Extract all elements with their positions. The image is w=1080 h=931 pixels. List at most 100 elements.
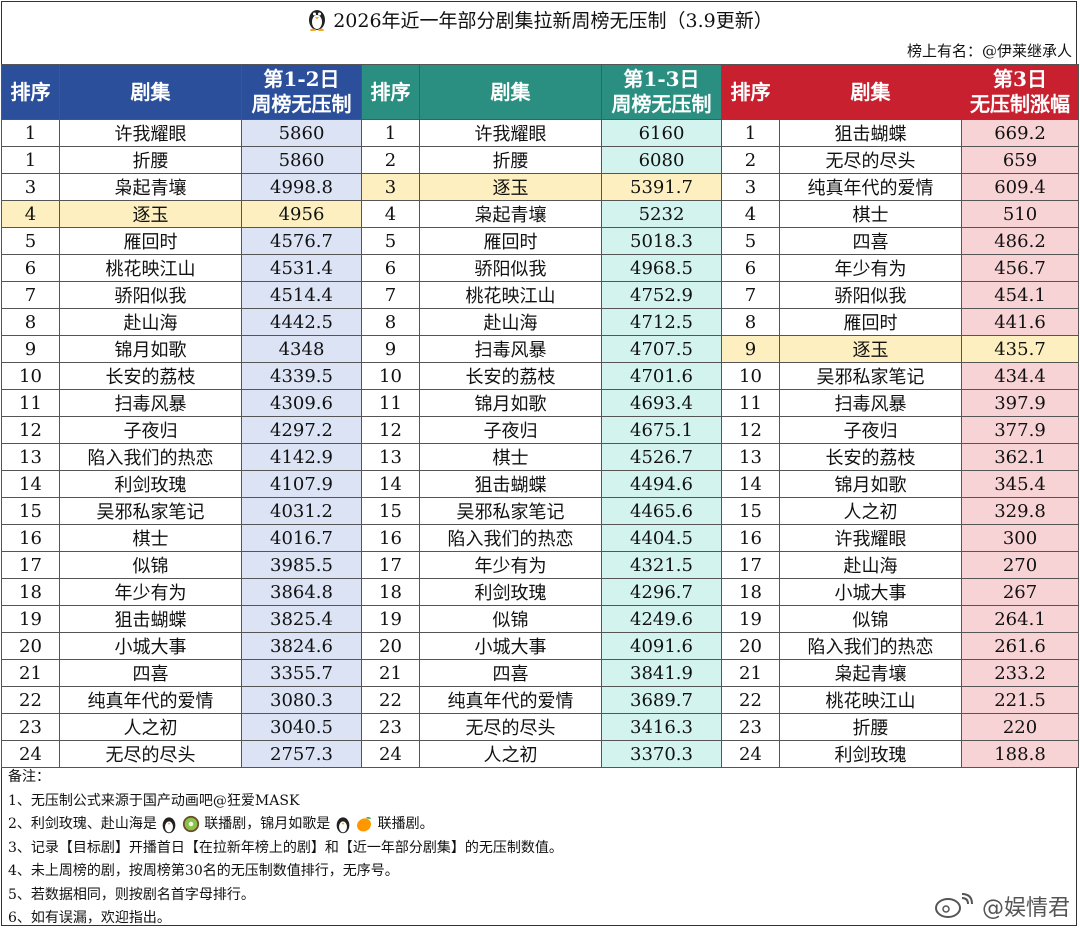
title-cell: 利剑玫瑰 <box>779 740 962 768</box>
title-cell: 雁回时 <box>59 227 242 255</box>
title-cell: 锦月如歌 <box>419 389 602 417</box>
value-cell: 486.2 <box>961 227 1079 255</box>
note-line-2: 2、利剑玫瑰、赴山海是 联播剧，锦月如歌是 联播剧。 <box>8 813 563 837</box>
table-row: 10 长安的荔枝 4339.5 10 长安的荔枝 4701.6 10 吴邪私家笔记 434.4 <box>1 362 1079 390</box>
title-cell: 纯真年代的爱情 <box>779 173 962 201</box>
title-cell: 似锦 <box>779 605 962 633</box>
value-cell: 221.5 <box>961 686 1079 714</box>
value-cell: 4309.6 <box>241 389 362 417</box>
rank-cell: 2 <box>361 146 420 174</box>
rank-cell: 15 <box>361 497 420 525</box>
table-row: 6 桃花映江山 4531.4 6 骄阳似我 4968.5 6 年少有为 456.7 <box>1 254 1079 282</box>
value-cell: 3825.4 <box>241 605 362 633</box>
rank-cell: 13 <box>361 443 420 471</box>
value-cell: 3985.5 <box>241 551 362 579</box>
title-cell: 扫毒风暴 <box>779 389 962 417</box>
title-cell: 许我耀眼 <box>59 119 242 147</box>
value-cell: 4348 <box>241 335 362 363</box>
table-row: 19 狙击蝴蝶 3825.4 19 似锦 4249.6 19 似锦 264.1 <box>1 605 1079 633</box>
value-cell: 3355.7 <box>241 659 362 687</box>
rank-cell: 22 <box>361 686 420 714</box>
title-cell: 小城大事 <box>419 632 602 660</box>
title-cell: 长安的荔枝 <box>779 443 962 471</box>
rank-cell: 16 <box>1 524 60 552</box>
table-row: 16 棋士 4016.7 16 陷入我们的热恋 4404.5 16 许我耀眼 300 <box>1 524 1079 552</box>
title-cell: 赴山海 <box>779 551 962 579</box>
rank-cell: 12 <box>721 416 780 444</box>
rank-cell: 21 <box>361 659 420 687</box>
rank-cell: 9 <box>1 335 60 363</box>
value-cell: 4016.7 <box>241 524 362 552</box>
title-cell: 子夜归 <box>419 416 602 444</box>
rank-cell: 5 <box>361 227 420 255</box>
header-value-3: 第3日 无压制涨幅 <box>961 64 1079 120</box>
value-cell: 4442.5 <box>241 308 362 336</box>
rank-cell: 14 <box>721 470 780 498</box>
value-cell: 4707.5 <box>601 335 722 363</box>
title-cell: 小城大事 <box>779 578 962 606</box>
rank-cell: 8 <box>361 308 420 336</box>
table-row: 9 锦月如歌 4348 9 扫毒风暴 4707.5 9 逐玉 435.7 <box>1 335 1079 363</box>
value-cell: 329.8 <box>961 497 1079 525</box>
table-row: 11 扫毒风暴 4309.6 11 锦月如歌 4693.4 11 扫毒风暴 397.9 <box>1 389 1079 417</box>
value-cell: 3689.7 <box>601 686 722 714</box>
rank-cell: 4 <box>1 200 60 228</box>
title-cell: 许我耀眼 <box>779 524 962 552</box>
notes-block: 备注： 1、无压制公式来源于国产动画吧@狂爱MASK 2、利剑玫瑰、赴山海是 联… <box>8 766 563 931</box>
rank-cell: 20 <box>1 632 60 660</box>
title-cell: 利剑玫瑰 <box>419 578 602 606</box>
value-cell: 264.1 <box>961 605 1079 633</box>
note-line-6: 6、如有误漏，欢迎指出。 <box>8 910 171 926</box>
rank-cell: 3 <box>1 173 60 201</box>
title-cell: 狙击蝴蝶 <box>59 605 242 633</box>
rank-cell: 16 <box>721 524 780 552</box>
value-cell: 4321.5 <box>601 551 722 579</box>
title-cell: 逐玉 <box>779 335 962 363</box>
title-cell: 狙击蝴蝶 <box>419 470 602 498</box>
title-cell: 四喜 <box>59 659 242 687</box>
rank-cell: 22 <box>721 686 780 714</box>
value-cell: 5860 <box>241 119 362 147</box>
credit-text: 榜上有名：@伊莱继承人 <box>906 42 1072 60</box>
value-cell: 6080 <box>601 146 722 174</box>
header-value-1: 第1-2日 周榜无压制 <box>241 64 362 120</box>
title-cell: 似锦 <box>59 551 242 579</box>
table-row: 4 逐玉 4956 4 枭起青壤 5232 4 棋士 510 <box>1 200 1079 228</box>
header-rank-1: 排序 <box>1 64 60 120</box>
value-cell: 3824.6 <box>241 632 362 660</box>
title-cell: 扫毒风暴 <box>59 389 242 417</box>
title-cell: 棋士 <box>59 524 242 552</box>
rank-cell: 18 <box>1 578 60 606</box>
note-line-2-part-c: 联播剧。 <box>377 816 434 832</box>
rank-cell: 19 <box>721 605 780 633</box>
table-row: 14 利剑玫瑰 4107.9 14 狙击蝴蝶 4494.6 14 锦月如歌 345.4 <box>1 470 1079 498</box>
value-cell: 4465.6 <box>601 497 722 525</box>
value-cell: 4249.6 <box>601 605 722 633</box>
value-cell: 3416.3 <box>601 713 722 741</box>
title-cell: 逐玉 <box>419 173 602 201</box>
note-line-5: 5、若数据相同，则按剧名首字母排行。 <box>8 886 255 903</box>
value-cell: 4339.5 <box>241 362 362 390</box>
title-cell: 雁回时 <box>779 308 962 336</box>
title-cell: 许我耀眼 <box>419 119 602 147</box>
title-cell: 骄阳似我 <box>779 281 962 309</box>
table-row: 1 许我耀眼 5860 1 许我耀眼 6160 1 狙击蝴蝶 669.2 <box>1 119 1079 147</box>
rank-cell: 24 <box>721 740 780 768</box>
rank-cell: 15 <box>1 497 60 525</box>
value-cell: 3370.3 <box>601 740 722 768</box>
value-cell: 4142.9 <box>241 443 362 471</box>
rank-cell: 9 <box>361 335 420 363</box>
title-cell: 枭起青壤 <box>419 200 602 228</box>
ranking-table: 排序 剧集 第1-2日 周榜无压制 排序 剧集 第1-3日 周榜无压制 排序 剧集 第3日 无压… <box>1 64 1079 768</box>
header-rank-2: 排序 <box>361 64 420 120</box>
value-cell: 5232 <box>601 200 722 228</box>
rank-cell: 22 <box>1 686 60 714</box>
rank-cell: 7 <box>361 281 420 309</box>
value-cell: 510 <box>961 200 1079 228</box>
title-cell: 人之初 <box>779 497 962 525</box>
title-cell: 赴山海 <box>59 308 242 336</box>
rank-cell: 14 <box>1 470 60 498</box>
rank-cell: 13 <box>1 443 60 471</box>
title-cell: 雁回时 <box>419 227 602 255</box>
rank-cell: 6 <box>721 254 780 282</box>
